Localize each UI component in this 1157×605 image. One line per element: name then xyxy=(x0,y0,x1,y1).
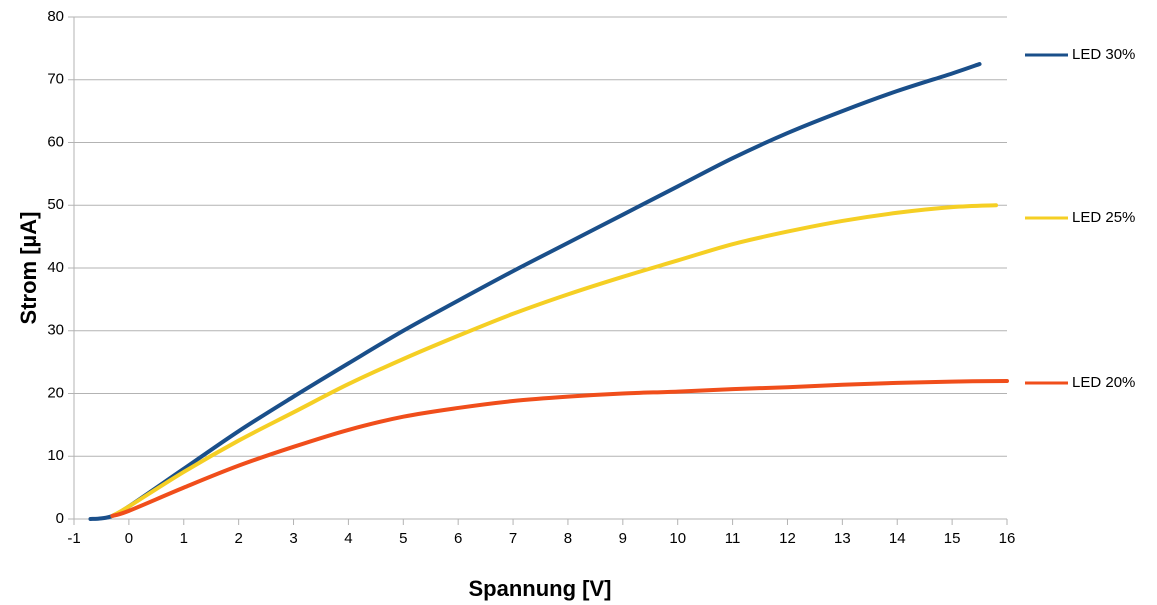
x-tick-label: -1 xyxy=(67,530,80,547)
y-tick-label: 10 xyxy=(47,447,64,464)
series-line xyxy=(110,378,1009,518)
x-tick-label: 3 xyxy=(289,530,297,547)
x-tick-label: 6 xyxy=(454,530,462,547)
x-axis-title: Spannung [V] xyxy=(469,576,612,601)
legend-label: LED 20% xyxy=(1072,374,1135,391)
x-tick-label: 15 xyxy=(944,530,961,547)
x-tick-label: 14 xyxy=(889,530,906,547)
x-tick-label: 1 xyxy=(180,530,188,547)
x-tick-label: 0 xyxy=(125,530,133,547)
x-tick-label: 11 xyxy=(725,530,741,547)
series-line xyxy=(110,203,999,518)
y-tick-label: 20 xyxy=(47,384,64,401)
y-axis-title: Strom [µA] xyxy=(16,212,41,325)
x-tick-label: 7 xyxy=(509,530,517,547)
x-tick-label: 16 xyxy=(999,530,1016,547)
y-tick-label: 70 xyxy=(47,71,64,88)
x-tick-label: 9 xyxy=(619,530,627,547)
x-tick-label: 12 xyxy=(779,530,796,547)
x-tick-label: 10 xyxy=(669,530,686,547)
y-tick-label: 80 xyxy=(47,8,64,25)
x-tick-label: 13 xyxy=(834,530,851,547)
legend-label: LED 25% xyxy=(1072,209,1135,226)
x-tick-label: 2 xyxy=(234,530,242,547)
x-tick-label: 5 xyxy=(399,530,407,547)
y-tick-label: 60 xyxy=(47,133,64,150)
y-tick-label: 50 xyxy=(47,196,64,213)
y-tick-label: 30 xyxy=(47,322,64,339)
y-tick-label: 0 xyxy=(56,510,64,527)
x-tick-label: 8 xyxy=(564,530,572,547)
y-tick-label: 40 xyxy=(47,259,64,276)
x-tick-label: 4 xyxy=(344,530,352,547)
legend-label: LED 30% xyxy=(1072,46,1135,63)
